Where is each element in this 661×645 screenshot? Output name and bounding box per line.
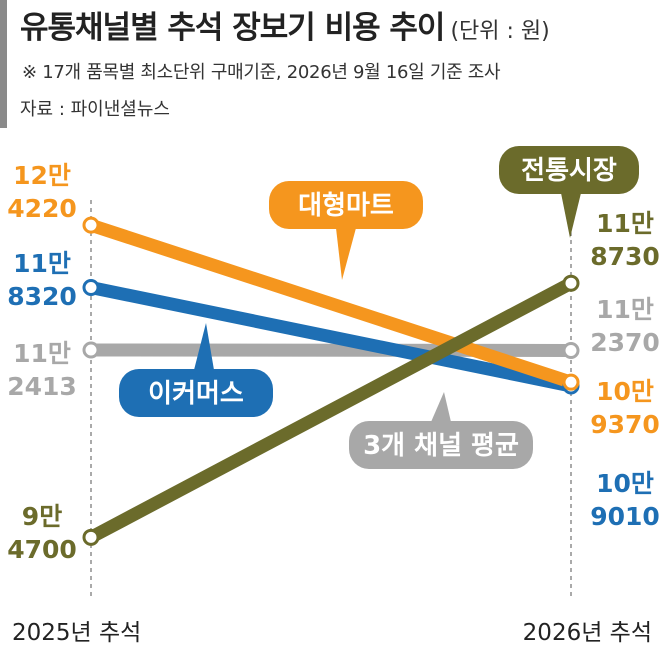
callout-pointer xyxy=(336,228,356,280)
callout-box xyxy=(119,369,273,417)
chart-title-text: 유통채널별 추석 장보기 비용 추이 xyxy=(20,10,445,46)
callout-box xyxy=(349,421,533,469)
callout-box xyxy=(499,146,639,194)
data-point xyxy=(82,216,100,234)
data-label: 10만 9370 xyxy=(590,377,660,439)
series-name-label: 전통시장 xyxy=(521,156,617,186)
data-point xyxy=(82,341,100,359)
series-callout: 대형마트 xyxy=(269,181,423,280)
series-callout: 이커머스 xyxy=(119,323,273,417)
callout-pointer xyxy=(561,193,581,238)
x-tick-label: 2026년 추석 xyxy=(523,620,652,645)
data-label: 11만 8730 xyxy=(590,209,660,271)
callout-pointer xyxy=(431,392,451,422)
data-label: 9만 4700 xyxy=(7,502,77,564)
chart-unit: (단위 : 원) xyxy=(450,19,550,44)
data-label: 11만 2370 xyxy=(590,295,660,357)
data-label: 10만 9010 xyxy=(590,469,660,531)
series-line xyxy=(84,281,578,393)
chart-title: 유통채널별 추석 장보기 비용 추이 (단위 : 원) xyxy=(20,2,550,47)
chart-source: 자료 : 파이낸셜뉴스 xyxy=(20,99,170,120)
series-name-label: 이커머스 xyxy=(148,379,244,409)
data-point xyxy=(82,528,100,546)
x-tick-label: 2025년 추석 xyxy=(12,620,141,645)
callout-box xyxy=(269,181,423,229)
data-label: 12만 4220 xyxy=(7,161,77,223)
callout-pointer xyxy=(194,323,214,370)
series-name-label: 대형마트 xyxy=(298,191,394,221)
series-line xyxy=(84,218,578,389)
data-point xyxy=(562,341,580,359)
series-callout: 3개 채널 평균 xyxy=(349,392,533,469)
data-point xyxy=(562,274,580,292)
data-point xyxy=(82,279,100,297)
series-name-label: 3개 채널 평균 xyxy=(363,431,519,461)
series-callout: 전통시장 xyxy=(499,146,639,238)
data-label: 11만 2413 xyxy=(7,339,77,401)
chart-note: ※ 17개 품목별 최소단위 구매기준, 2026년 9월 16일 기준 조사 xyxy=(22,62,501,83)
header-accent-bar xyxy=(0,0,7,128)
series-line xyxy=(84,276,578,544)
data-label: 11만 8320 xyxy=(7,249,77,311)
data-point xyxy=(562,373,580,391)
